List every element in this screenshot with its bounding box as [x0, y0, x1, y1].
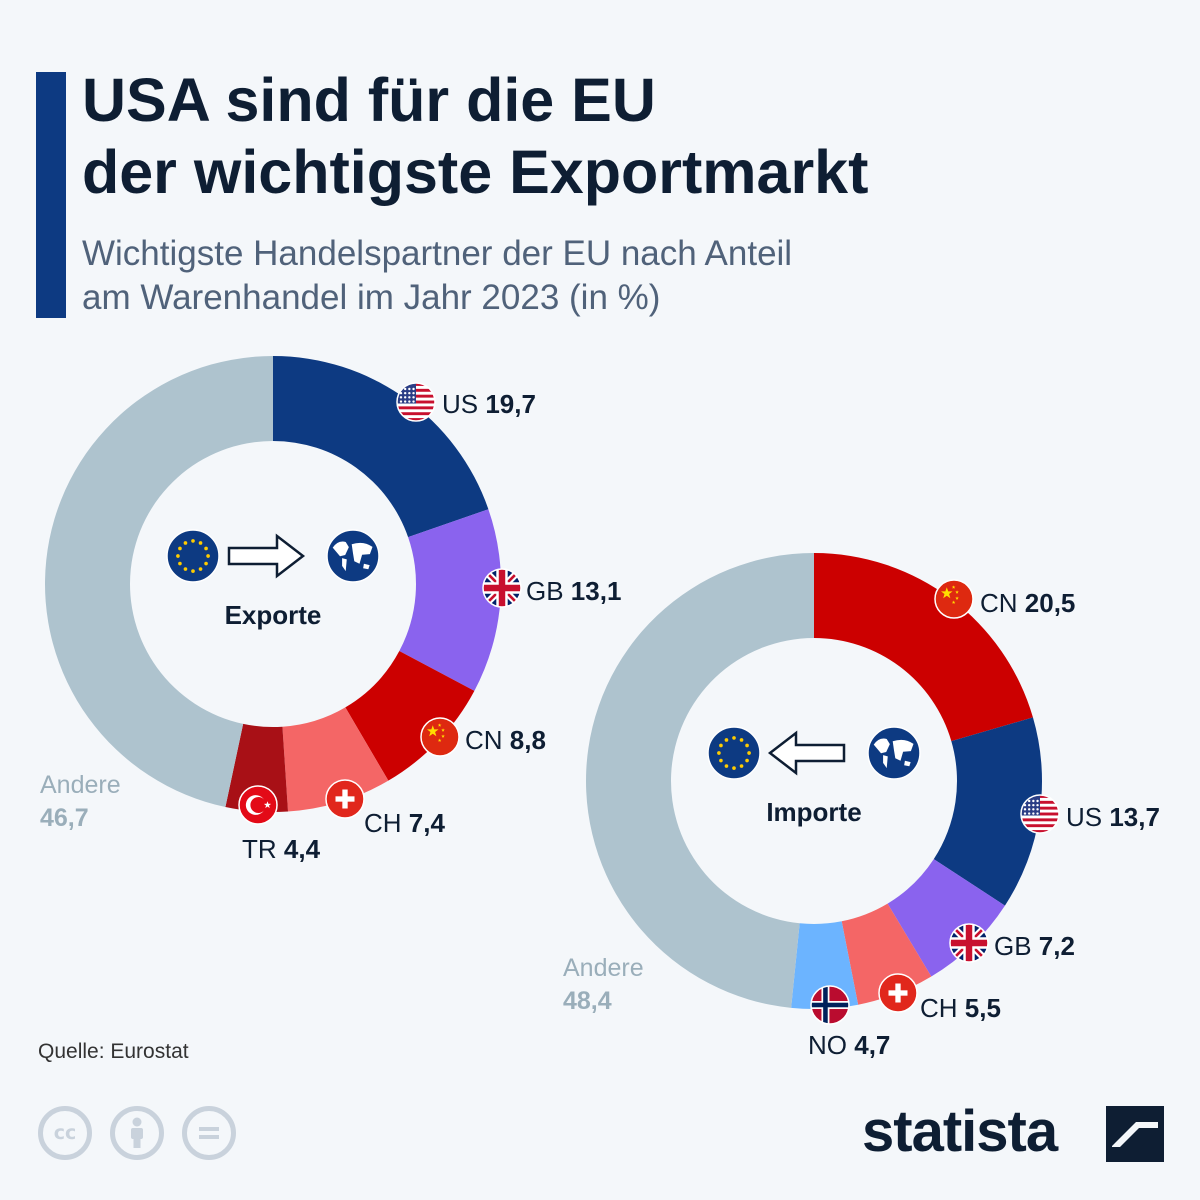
slice-label-no: NO 4,7 [808, 1030, 890, 1060]
slice-value: 5,5 [965, 993, 1001, 1023]
slice-value: 7,2 [1039, 931, 1075, 961]
tr-flag-icon [238, 785, 278, 825]
nd-icon [182, 1106, 236, 1160]
slice-value-andere: 48,4 [563, 987, 612, 1015]
no-flag-icon [810, 985, 850, 1025]
slice-gb [887, 859, 1005, 977]
title-line-2: der wichtigste Exportmarkt [82, 138, 869, 206]
gb-flag-icon [949, 923, 989, 963]
slice-code: US [1066, 802, 1109, 832]
cn-flag-icon [420, 717, 460, 757]
slice-code: GB [526, 576, 571, 606]
slice-code: NO [808, 1030, 854, 1060]
center-label: Importe [766, 797, 861, 827]
slice-label-us: US 19,7 [442, 389, 536, 419]
slice-gb [399, 509, 501, 691]
arrow-right-icon [227, 533, 306, 579]
slice-us [933, 717, 1042, 906]
slice-value: 20,5 [1025, 588, 1076, 618]
us-flag-icon [396, 382, 436, 422]
world-icon [867, 726, 921, 780]
slice-label-ch: CH 7,4 [364, 808, 445, 838]
subtitle-line-2: am Warenhandel im Jahr 2023 (in %) [82, 278, 661, 317]
arrow-left-icon [767, 730, 846, 776]
slice-label-cn: CN 20,5 [980, 588, 1075, 618]
slice-label-andere: Andere [40, 771, 121, 799]
slice-code: CH [920, 993, 965, 1023]
slice-andere [45, 356, 273, 807]
title-line-1: USA sind für die EU [82, 66, 656, 134]
world-icon [326, 529, 380, 583]
ch-flag-icon [325, 779, 365, 819]
slice-code: CN [980, 588, 1025, 618]
statista-logo-text: statista [862, 1099, 1058, 1164]
slice-cn [814, 553, 1033, 742]
slice-value: 13,7 [1109, 802, 1160, 832]
slice-label-ch: CH 5,5 [920, 993, 1001, 1023]
slice-code: US [442, 389, 485, 419]
us-flag-icon [1020, 794, 1060, 834]
slice-label-gb: GB 13,1 [526, 576, 621, 606]
slice-label-tr: TR 4,4 [242, 834, 321, 864]
slice-code: CH [364, 808, 409, 838]
slice-andere [586, 553, 814, 1008]
slice-value: 19,7 [485, 389, 536, 419]
source-note: Quelle: Eurostat [38, 1040, 189, 1063]
slice-label-us: US 13,7 [1066, 802, 1160, 832]
slice-code: CN [465, 725, 510, 755]
slice-value: 8,8 [510, 725, 546, 755]
slice-tr [225, 723, 289, 812]
gb-flag-icon [482, 568, 522, 608]
slice-value: 4,7 [854, 1030, 890, 1060]
slice-code: GB [994, 931, 1039, 961]
center-label: Exporte [225, 600, 322, 630]
page-title: USA sind für die EU der wichtigste Export… [82, 64, 1162, 208]
imports-donut: Importe CN 20,5 US 13,7 GB 7,2 CH 5,5 NO 4,7 A… [563, 553, 1160, 1060]
slice-us [273, 356, 489, 538]
ch-flag-icon [878, 973, 918, 1013]
slice-label-cn: CN 8,8 [465, 725, 546, 755]
statista-logo-icon [1106, 1106, 1164, 1162]
eu-flag-icon [166, 529, 220, 583]
cc-icon: cc [38, 1106, 92, 1160]
subtitle-line-1: Wichtigste Handelspartner der EU nach An… [82, 234, 793, 273]
slice-cn [345, 651, 475, 781]
page-subtitle: Wichtigste Handelspartner der EU nach An… [82, 232, 1162, 320]
slice-label-andere: Andere [563, 954, 644, 982]
slice-value: 4,4 [284, 834, 321, 864]
by-icon [110, 1106, 164, 1160]
cn-flag-icon [934, 579, 974, 619]
slice-value: 13,1 [571, 576, 622, 606]
slice-no [791, 921, 859, 1010]
slice-label-gb: GB 7,2 [994, 931, 1075, 961]
title-accent-bar [36, 72, 66, 318]
slice-ch [282, 707, 389, 812]
exports-donut: Exporte US 19,7 GB 13,1 CN 8,8 CH 7,4 TR 4,4 A… [40, 356, 621, 864]
slice-value: 7,4 [409, 808, 446, 838]
slice-value-andere: 46,7 [40, 804, 89, 832]
slice-code: TR [242, 834, 284, 864]
eu-flag-icon [707, 726, 761, 780]
